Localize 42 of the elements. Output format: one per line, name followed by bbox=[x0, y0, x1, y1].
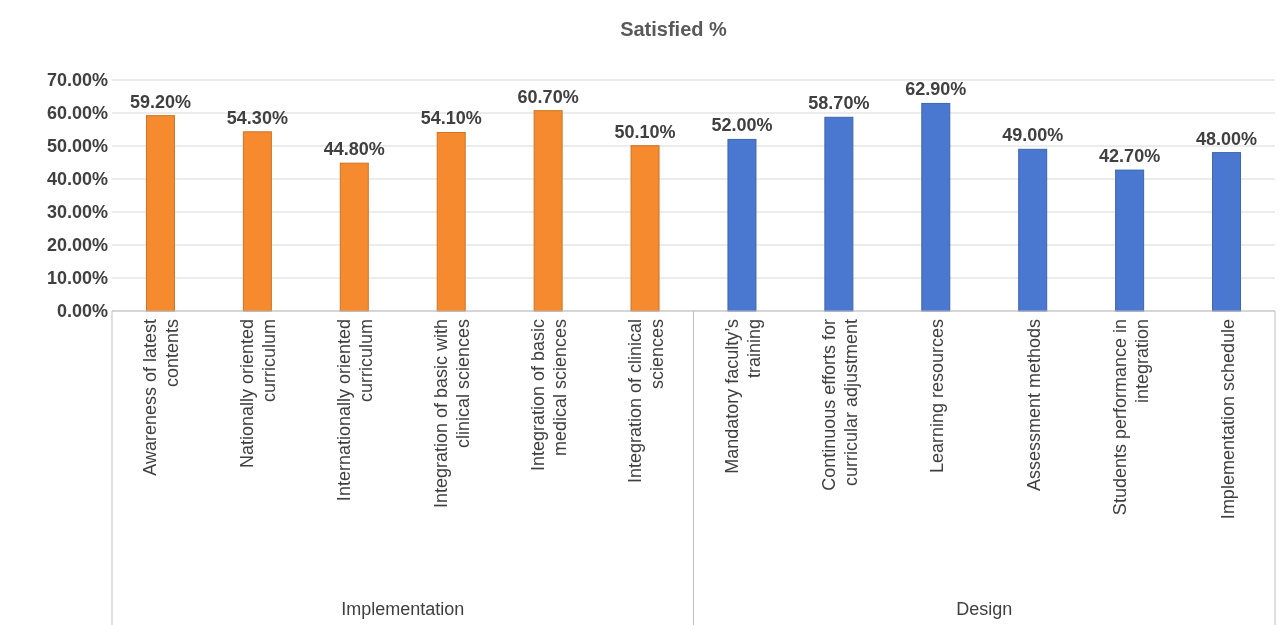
x-tick-label: Students performance in integration bbox=[1109, 319, 1152, 516]
text: Implementation bbox=[341, 599, 465, 619]
data-label: 52.00% bbox=[711, 115, 773, 136]
x-tick-label: Awareness of latest contents bbox=[140, 319, 183, 476]
bar bbox=[921, 102, 951, 312]
data-label: 54.30% bbox=[226, 107, 288, 128]
bar bbox=[339, 162, 369, 312]
y-tick-label: 40.00% bbox=[46, 169, 108, 190]
x-tick-label: Learning resources bbox=[926, 319, 947, 474]
data-label: 59.20% bbox=[129, 91, 191, 112]
bar bbox=[1018, 148, 1048, 312]
y-tick-label: 20.00% bbox=[46, 235, 108, 256]
chart-title: Satisfied % bbox=[620, 18, 728, 40]
data-label: 49.00% bbox=[1002, 125, 1064, 146]
x-tick-label: Integration of clinical sciences bbox=[625, 319, 668, 484]
bar bbox=[533, 110, 563, 312]
x-tick-label: Implementation schedule bbox=[1217, 319, 1238, 520]
data-label: 44.80% bbox=[323, 139, 385, 160]
y-tick-label: 50.00% bbox=[46, 136, 108, 157]
data-label: 48.00% bbox=[1196, 128, 1258, 149]
y-tick-label: 30.00% bbox=[46, 202, 108, 223]
y-tick-label: 70.00% bbox=[46, 70, 108, 91]
bar bbox=[1115, 169, 1145, 312]
y-tick-label: 0.00% bbox=[56, 301, 108, 322]
x-tick-label: Assessment methods bbox=[1023, 319, 1044, 492]
data-label: 50.10% bbox=[614, 121, 676, 142]
bar bbox=[436, 131, 466, 312]
bar bbox=[145, 115, 175, 312]
bar bbox=[824, 116, 854, 312]
data-label: 62.90% bbox=[905, 79, 967, 100]
y-tick-label: 60.00% bbox=[46, 103, 108, 124]
x-tick-label: Mandatory faculty’s training bbox=[721, 319, 764, 474]
bar bbox=[630, 145, 660, 312]
bar bbox=[1212, 152, 1242, 312]
bar bbox=[727, 138, 757, 312]
data-label: 60.70% bbox=[517, 86, 579, 107]
data-label: 42.70% bbox=[1099, 146, 1161, 167]
y-tick-label: 10.00% bbox=[46, 268, 108, 289]
data-label: 58.70% bbox=[808, 93, 870, 114]
data-label: 54.10% bbox=[420, 108, 482, 129]
bar bbox=[242, 131, 272, 312]
text: Design bbox=[956, 599, 1013, 619]
